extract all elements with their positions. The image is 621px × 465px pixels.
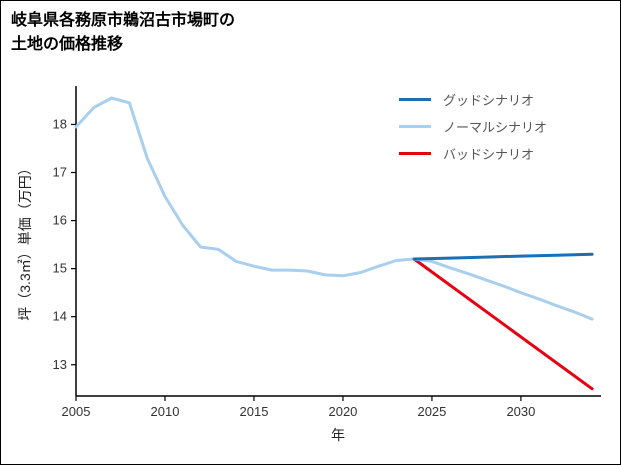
x-tick-label: 2015 — [240, 404, 269, 419]
series-line-0 — [412, 252, 594, 261]
good-scenario-line-swatch — [399, 97, 431, 101]
y-tick-label: 18 — [53, 116, 67, 131]
y-tick-label: 13 — [53, 357, 67, 372]
legend-label: ノーマルシナリオ — [443, 119, 548, 135]
legend-label: グッドシナリオ — [443, 92, 535, 108]
x-tick-label: 2020 — [328, 404, 357, 419]
y-tick-label: 16 — [53, 213, 67, 228]
legend-item-good-scenario: グッドシナリオ — [399, 90, 547, 108]
legend-item-bad-scenario: バッドシナリオ — [399, 144, 547, 162]
chart-legend: グッドシナリオ ノーマルシナリオ バッドシナリオ — [399, 90, 547, 171]
y-tick-label: 15 — [53, 261, 67, 276]
chart-title: 岐阜県各務原市鵜沼古市場町の 土地の価格推移 — [11, 12, 236, 53]
legend-label: バッドシナリオ — [443, 146, 535, 162]
series-line-1 — [74, 96, 594, 321]
series-line-2 — [412, 257, 594, 391]
x-axis-label: 年 — [331, 427, 345, 443]
legend-item-normal-scenario: ノーマルシナリオ — [399, 117, 547, 135]
normal-scenario-line-swatch — [399, 124, 431, 128]
x-tick-label: 2010 — [151, 404, 180, 419]
bad-scenario-line-swatch — [399, 151, 431, 155]
x-tick-label: 2005 — [62, 404, 91, 419]
y-tick-label: 17 — [53, 165, 67, 180]
x-tick-label: 2030 — [506, 404, 535, 419]
x-tick-label: 2025 — [417, 404, 446, 419]
y-tick-label: 14 — [53, 309, 67, 324]
y-axis-label: 坪（3.3㎡）単価（万円） — [17, 161, 33, 321]
